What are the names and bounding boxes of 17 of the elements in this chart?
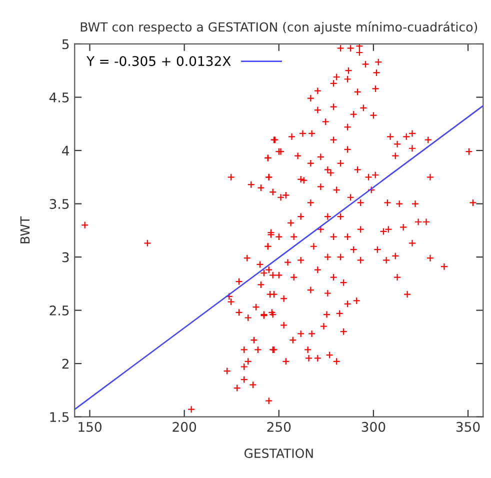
y-tick-label: 4	[62, 146, 70, 156]
x-tick-label: 150	[78, 422, 102, 432]
x-tick-label: 250	[267, 422, 291, 432]
y-tick-label: 3	[62, 252, 69, 262]
y-tick-label: 5	[62, 39, 69, 50]
y-tick-label: 1.5	[50, 412, 69, 422]
legend-label: Y = -0.305 + 0.0132X	[86, 56, 231, 66]
x-tick-label: 300	[362, 422, 386, 432]
y-tick-label: 3.5	[50, 198, 69, 209]
x-tick-label: 200	[172, 422, 196, 432]
x-tick-label: 350	[456, 422, 480, 432]
chart-title: BWT con respecto a GESTATION (con ajuste mínimo-cuadrático)	[80, 21, 478, 34]
y-axis-title: BWT	[20, 216, 30, 244]
y-tick-label: 2.5	[50, 306, 69, 316]
y-tick-label: 4.5	[49, 92, 69, 102]
x-axis-title: GESTATION	[244, 448, 313, 458]
y-tick-label: 2	[62, 358, 68, 369]
